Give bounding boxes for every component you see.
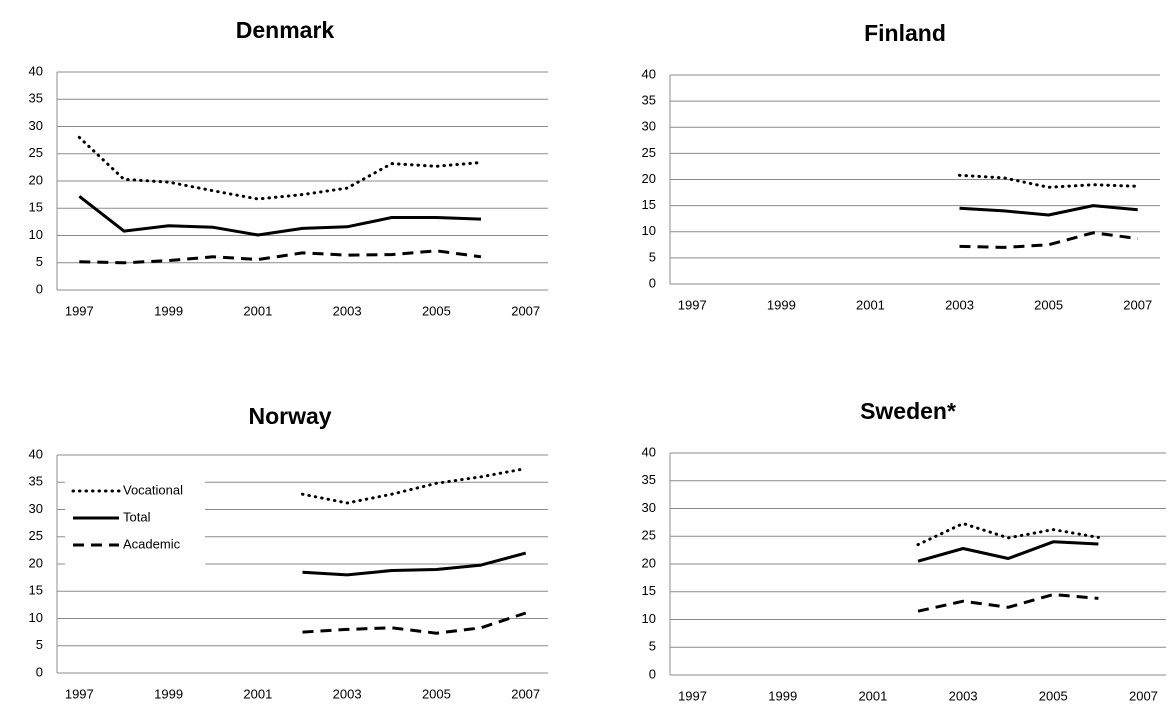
x-tick-label: 2003 — [945, 297, 974, 312]
series-line — [78, 195, 482, 237]
y-tick-label: 10 — [642, 223, 656, 238]
y-tick-label: 5 — [36, 254, 43, 269]
series-line — [959, 204, 1138, 217]
y-tick-label: 5 — [36, 637, 43, 652]
series-line — [916, 522, 1100, 547]
y-tick-label: 35 — [29, 474, 43, 489]
chart-title: Denmark — [236, 17, 335, 43]
y-tick-label: 10 — [29, 610, 43, 625]
x-tick-label: 1999 — [154, 686, 183, 701]
y-tick-label: 15 — [642, 197, 656, 212]
x-tick-label: 2003 — [333, 686, 362, 701]
x-tick-label: 2007 — [511, 303, 540, 318]
y-tick-label: 35 — [642, 472, 656, 487]
legend-label: Academic — [123, 536, 181, 551]
series-line — [302, 551, 527, 577]
x-tick-label: 2005 — [422, 303, 451, 318]
x-tick-label: 1999 — [154, 303, 183, 318]
x-tick-label: 2001 — [858, 688, 887, 703]
x-tick-label: 2007 — [1129, 688, 1158, 703]
series-line — [917, 593, 1099, 613]
x-tick-label: 1997 — [678, 688, 707, 703]
y-tick-label: 35 — [29, 91, 43, 106]
series-line — [77, 135, 483, 201]
y-tick-label: 20 — [642, 555, 656, 570]
x-tick-label: 2001 — [243, 686, 272, 701]
x-tick-label: 2001 — [243, 303, 272, 318]
y-tick-label: 15 — [29, 583, 43, 598]
y-tick-label: 30 — [29, 501, 43, 516]
x-tick-label: 1999 — [767, 297, 796, 312]
x-tick-label: 2007 — [1123, 297, 1152, 312]
y-tick-label: 40 — [29, 63, 43, 78]
y-tick-label: 20 — [642, 171, 656, 186]
y-tick-label: 30 — [642, 119, 656, 134]
series-line — [959, 231, 1138, 249]
x-tick-label: 1997 — [65, 303, 94, 318]
y-tick-label: 25 — [29, 528, 43, 543]
y-tick-label: 0 — [649, 666, 656, 681]
x-tick-label: 2007 — [511, 686, 540, 701]
y-tick-label: 25 — [642, 528, 656, 543]
y-tick-label: 0 — [36, 281, 43, 296]
y-tick-label: 30 — [642, 500, 656, 515]
x-tick-label: 2003 — [949, 688, 978, 703]
y-tick-label: 5 — [649, 639, 656, 654]
y-tick-label: 20 — [29, 555, 43, 570]
legend-label: Vocational — [123, 482, 183, 497]
x-tick-label: 1997 — [678, 297, 707, 312]
x-tick-label: 1997 — [65, 686, 94, 701]
x-tick-label: 2005 — [1034, 297, 1063, 312]
x-tick-label: 2003 — [333, 303, 362, 318]
series-line — [79, 249, 482, 265]
y-tick-label: 40 — [642, 66, 656, 81]
series-line — [917, 540, 1099, 563]
y-tick-label: 15 — [29, 200, 43, 215]
x-tick-label: 1999 — [768, 688, 797, 703]
y-tick-label: 10 — [29, 227, 43, 242]
chart-title: Finland — [864, 20, 946, 46]
y-tick-label: 30 — [29, 118, 43, 133]
legend-box — [65, 471, 205, 571]
y-tick-label: 15 — [642, 583, 656, 598]
y-tick-label: 40 — [642, 444, 656, 459]
y-tick-label: 0 — [649, 275, 656, 290]
series-line — [301, 467, 528, 505]
y-tick-label: 25 — [29, 145, 43, 160]
chart-title: Norway — [248, 403, 331, 429]
series-line — [958, 173, 1140, 189]
y-tick-label: 35 — [642, 93, 656, 108]
y-tick-label: 25 — [642, 145, 656, 160]
series-line — [302, 611, 527, 635]
x-tick-label: 2001 — [856, 297, 885, 312]
y-tick-label: 20 — [29, 172, 43, 187]
chart-title: Sweden* — [860, 398, 956, 424]
y-tick-label: 0 — [36, 664, 43, 679]
x-tick-label: 2005 — [1039, 688, 1068, 703]
x-tick-label: 2005 — [422, 686, 451, 701]
y-tick-label: 5 — [649, 249, 656, 264]
y-tick-label: 10 — [642, 611, 656, 626]
legend-label: Total — [123, 509, 151, 524]
y-tick-label: 40 — [29, 446, 43, 461]
